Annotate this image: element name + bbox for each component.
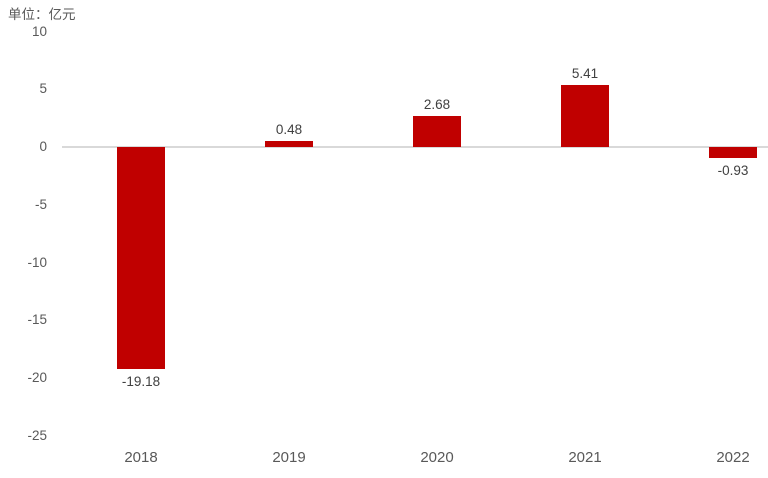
data-label-2022: -0.93 [717,162,749,178]
data-label-2021: 5.41 [571,65,599,81]
x-axis-label-2020: 2020 [420,449,454,466]
chart-unit-label: 单位：亿元 [8,7,76,22]
x-axis-label-2021: 2021 [568,449,602,466]
y-axis-tick-label: -15 [27,312,47,328]
bar-2022 [709,147,757,158]
bar-2019 [265,141,313,147]
bar-2021 [561,84,609,147]
x-axis-label-2018: 2018 [124,449,158,466]
bar-2018 [117,147,165,369]
y-axis-tick-label: 10 [31,23,47,39]
y-axis-tick-label: -10 [27,254,47,270]
x-axis-label-2022: 2022 [716,449,750,466]
x-axis-label-2019: 2019 [272,449,306,466]
y-axis-tick-label: 5 [39,81,47,97]
y-axis-tick-label: -5 [34,196,47,212]
data-label-2020: 2.68 [423,97,451,113]
data-label-2018: -19.18 [121,373,161,389]
y-axis-tick-label: -20 [27,370,47,385]
data-label-2019: 0.48 [275,122,303,138]
bar-2020 [413,116,461,147]
y-axis-tick-label: -25 [27,427,47,443]
y-axis-tick-label: 0 [39,139,47,154]
